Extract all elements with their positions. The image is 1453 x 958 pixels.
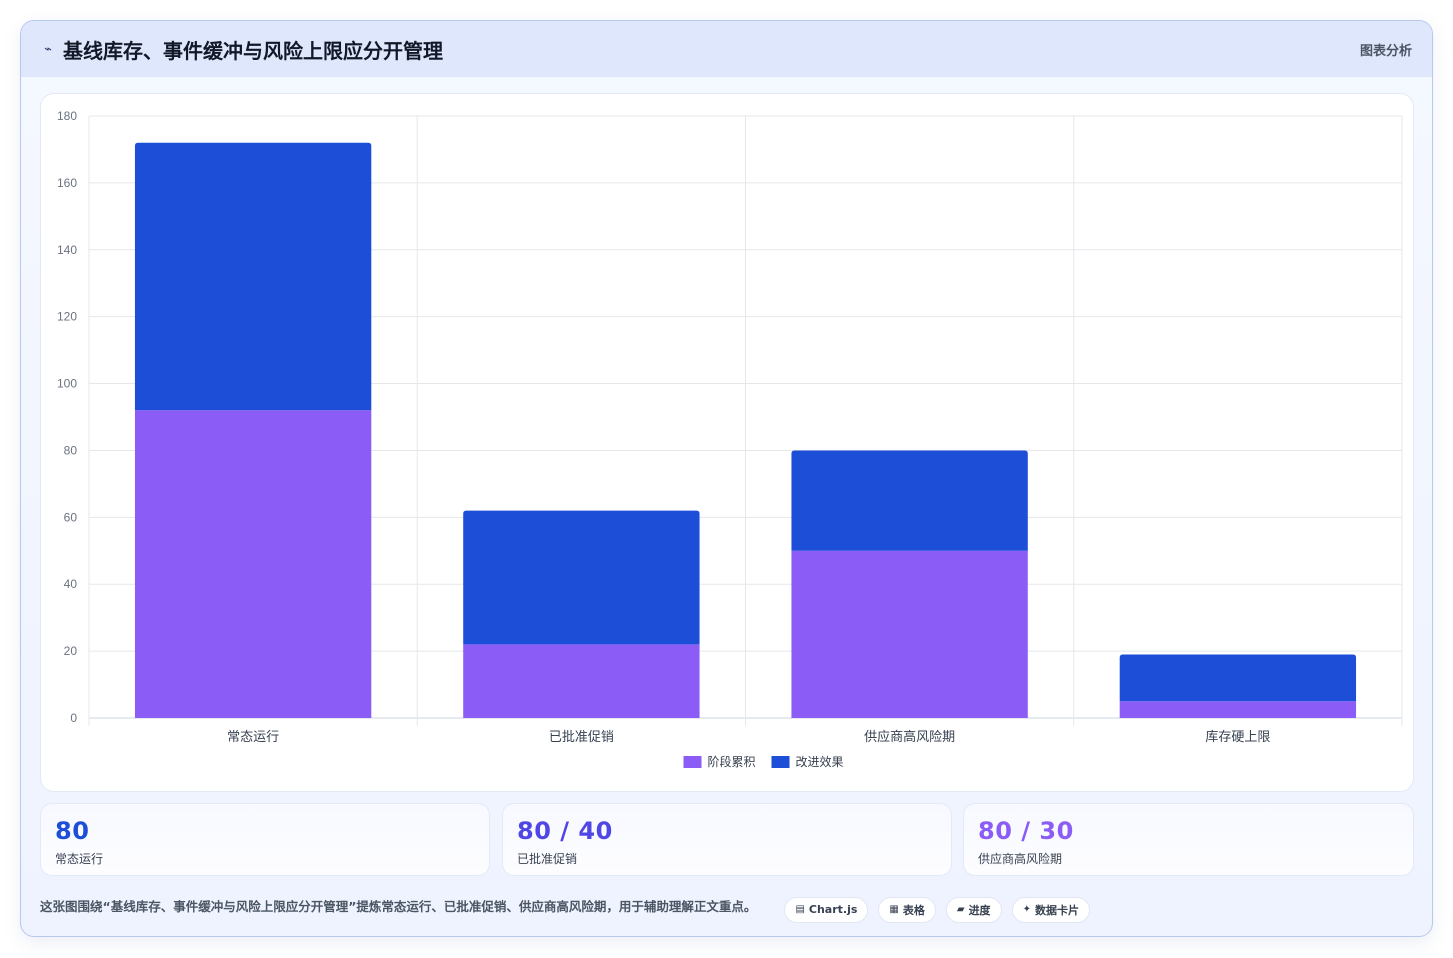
page-title: 基线库存、事件缓冲与风险上限应分开管理 — [63, 38, 443, 63]
card-header: ⌁ 基线库存、事件缓冲与风险上限应分开管理 图表分析 — [21, 21, 1432, 77]
chip-label: 进度 — [968, 903, 991, 917]
chip-table[interactable]: ▦ 表格 — [878, 896, 936, 923]
x-tick-label: 常态运行 — [227, 730, 279, 745]
kpi-card-2: 80 / 40 已批准促销 — [502, 803, 952, 876]
y-tick-label: 160 — [57, 176, 77, 190]
legend-swatch — [771, 756, 790, 768]
y-tick-label: 60 — [64, 510, 78, 524]
chart-card: ⌁ 基线库存、事件缓冲与风险上限应分开管理 图表分析 0 20 40 60 80 100 1… — [20, 20, 1433, 937]
kpi-card-3: 80 / 30 供应商高风险期 — [963, 803, 1414, 876]
bar-segment — [791, 550, 1028, 718]
kpi-label: 已批准促销 — [517, 852, 578, 866]
y-tick-label: 180 — [57, 109, 77, 123]
title-wrap: ⌁ 基线库存、事件缓冲与风险上限应分开管理 — [41, 35, 443, 64]
kpi-value: 80 / 40 — [517, 817, 613, 845]
footer: 这张图围绕“基线库存、事件缓冲与风险上限应分开管理”提炼常态运行、已批准促销、供… — [40, 887, 1414, 923]
kpi-label: 供应商高风险期 — [978, 852, 1063, 866]
y-tick-label: 140 — [57, 243, 77, 257]
y-tick-label: 20 — [64, 644, 78, 658]
chart-panel: 0 20 40 60 80 100 120 140 160 180 常态运行 已批准促销 供应商高风险期… — [40, 93, 1414, 792]
bar-segment — [134, 410, 372, 718]
kpi-card-1: 80 常态运行 — [40, 803, 490, 876]
chip-label: Chart.js — [808, 903, 858, 916]
progress-icon: ▰ — [956, 904, 965, 915]
x-tick-label: 已批准促销 — [549, 730, 614, 745]
header-tag: 图表分析 — [1359, 43, 1412, 59]
kpi-value: 80 — [55, 817, 90, 845]
y-tick-label: 80 — [64, 443, 78, 457]
chip-label: 表格 — [902, 903, 925, 917]
footer-description: 这张图围绕“基线库存、事件缓冲与风险上限应分开管理”提炼常态运行、已批准促销、供… — [40, 898, 757, 914]
y-tick-label: 120 — [57, 310, 77, 324]
kpi-label: 常态运行 — [55, 852, 104, 866]
x-tick-label: 库存硬上限 — [1205, 729, 1270, 745]
x-tick-label: 供应商高风险期 — [864, 729, 955, 745]
bar-segment — [463, 644, 700, 718]
table-icon: ▦ — [889, 904, 899, 915]
y-tick-label: 100 — [57, 377, 77, 391]
bar-segment — [463, 510, 700, 645]
chip-data-card[interactable]: ✦ 数据卡片 — [1011, 896, 1090, 923]
legend-label: 改进效果 — [796, 754, 844, 769]
legend-swatch — [683, 756, 702, 768]
chart-icon: ▤ — [795, 904, 805, 915]
bar-segment — [1119, 701, 1357, 718]
kpi-value: 80 / 30 — [978, 817, 1074, 845]
trend-icon: ⌁ — [44, 41, 52, 57]
chip-chartjs[interactable]: ▤ Chart.js — [784, 896, 869, 923]
bar-segment — [134, 142, 372, 411]
chip-label: 数据卡片 — [1034, 903, 1079, 917]
legend-label: 阶段累积 — [708, 754, 756, 769]
chip-progress[interactable]: ▰ 进度 — [945, 896, 1002, 923]
bar-segment — [791, 450, 1028, 551]
y-tick-label: 40 — [64, 577, 78, 591]
stacked-bar-chart: 0 20 40 60 80 100 120 140 160 180 常态运行 已批准促销 供应商高风险期… — [57, 109, 1403, 769]
y-tick-label: 0 — [70, 711, 77, 725]
sparkle-icon: ✦ — [1022, 904, 1031, 915]
bar-segment — [1119, 654, 1357, 702]
